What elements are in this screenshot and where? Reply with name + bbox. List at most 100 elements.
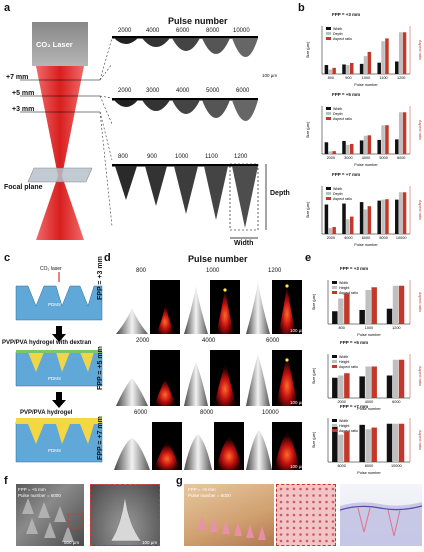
chart-e-2-xlabel: Pulse number: [357, 471, 381, 475]
g-dot: [292, 513, 296, 517]
g-dot: [325, 513, 328, 517]
g-dot: [331, 533, 335, 536]
chart-b-1-legend-label-1: Depth: [333, 112, 343, 116]
f-sem-overview: [16, 484, 84, 546]
g-dot: [292, 507, 296, 510]
d-pulse-0-1: 1000: [206, 268, 220, 274]
d-fpp-row2: FPP = +7 mm: [97, 416, 104, 460]
chart-b-2-legend-label-0: Width: [333, 187, 342, 191]
chart-b-2-bar-depth-2: [363, 209, 368, 234]
chart-e-0-bar-height-1: [365, 289, 371, 324]
chart-b-1-tick-1: 3000: [344, 156, 352, 160]
g-caption-1: FPP = +5 mm: [188, 487, 216, 492]
chart-b-0-legend-swatch-1: [326, 32, 331, 35]
g-dot: [312, 494, 315, 497]
pulse-top-2: 6000: [176, 28, 190, 34]
panel-c-svg: [15, 272, 103, 463]
chart-b-0-tick-2: 1000: [362, 76, 370, 80]
craters-row-plus7-svg: [112, 36, 258, 57]
g-dot: [279, 520, 283, 523]
pulse-top-0: 2000: [118, 28, 132, 34]
chart-b-2-bar-aspect-1: [349, 216, 354, 234]
g-dot: [299, 487, 302, 491]
chart-b-0-legend-label-0: Width: [333, 27, 342, 31]
chart-e-0-bar-aspect-0: [344, 293, 350, 324]
chart-b-0-bar-aspect-2: [367, 51, 372, 74]
height-label-7: +7 mm: [6, 74, 29, 81]
chart-b-0: FPP = +3 mm 800 900 1000 1100 1200 Width Depth…: [304, 12, 422, 88]
g-dot: [305, 539, 309, 543]
g-dot: [318, 487, 322, 491]
g-dot: [292, 526, 296, 530]
chart-e-2-title: FPP = +7 mm: [340, 404, 369, 409]
focal-plane-label: Focal plane: [4, 184, 43, 191]
chart-b-0-tick-3: 1100: [380, 76, 388, 80]
chart-e-0-bar-height-2: [392, 285, 399, 324]
craters-row-plus7: [112, 30, 258, 82]
chart-e-0-title: FPP = +3 mm: [340, 266, 369, 271]
g-dot: [305, 513, 309, 517]
chart-b-0-bar-depth-1: [346, 65, 350, 74]
pulse-mid-4: 6000: [236, 88, 250, 94]
chart-b-0-bar-depth-3: [381, 41, 385, 74]
g-dot: [279, 533, 283, 536]
chart-b-1-bar-width-1: [342, 140, 346, 154]
depth-width-annotation: [229, 163, 267, 239]
g-dot: [331, 513, 335, 517]
chart-e-1-bar-width-2: [386, 375, 393, 398]
pulse-bot-4: 1200: [234, 154, 248, 160]
chart-e-2-bar-height-0: [338, 434, 344, 462]
panel-label-e: e: [305, 252, 312, 264]
chart-b-2-bar-width-2: [359, 202, 364, 234]
g-dot: [312, 513, 315, 517]
chart-e-0-legend-label-1: Height: [339, 286, 349, 290]
chart-b-2-legend-swatch-2: [326, 197, 331, 200]
g-dot: [312, 539, 315, 543]
height-label-3: +3 mm: [12, 106, 35, 113]
chart-e-2-bar-width-1: [359, 424, 365, 462]
chart-b-1-ylabel-right: Aspect ratio: [418, 120, 422, 140]
g-dot: [286, 520, 289, 523]
chart-e-1-tick-2: 6000: [392, 400, 400, 404]
chart-e-0-ylabel-left: Size (µm): [312, 293, 316, 310]
d-row1-svg: [116, 350, 302, 406]
chart-b-2-bar-depth-0: [328, 228, 333, 234]
g-dot: [318, 539, 322, 543]
g-skin-surface: [276, 484, 336, 546]
chart-b-0-bar-width-4: [395, 61, 399, 74]
pulse-bot-2: 1000: [175, 154, 189, 160]
chart-e-0-legend-swatch-2: [332, 291, 337, 294]
panel-label-f: f: [4, 475, 8, 487]
chart-e-2-bar-aspect-2: [398, 423, 405, 462]
g-dot: [305, 533, 309, 536]
chart-e-1-legend-swatch-0: [332, 355, 337, 358]
chart-b-1-bar-width-3: [377, 139, 381, 154]
chart-e-0-legend-swatch-0: [332, 281, 337, 284]
chart-e-1-bar-aspect-1: [371, 366, 377, 398]
g-dot: [299, 507, 302, 510]
pulse-top-4: 10000: [233, 28, 250, 34]
chart-e-0-legend-label-0: Width: [339, 281, 348, 285]
c-co2-label: CO₂ laser: [40, 266, 62, 272]
chart-e-1-tick-0: 2000: [337, 400, 345, 404]
laser-beam-svg: [20, 37, 113, 240]
height-label-5: +5 mm: [12, 90, 35, 97]
g-dot: [312, 507, 315, 510]
chart-e-1-tick-1: 4000: [365, 400, 373, 404]
focal-plane-shape: [27, 167, 93, 183]
chart-e-2-tick-0: 6000: [337, 464, 345, 468]
g-dot: [331, 494, 335, 497]
chart-e-0-tick-0: 800: [338, 326, 344, 330]
craters-row-plus3-svg: [112, 164, 258, 228]
laser-label: CO₂ Laser: [36, 40, 73, 49]
g-dot: [292, 500, 296, 504]
chart-b-2-tick-4: 10000: [396, 236, 407, 240]
chart-e-0-bar-width-0: [332, 311, 338, 324]
pulse-mid-3: 5000: [206, 88, 220, 94]
d-fpp-row1: FPP = +5 mm: [97, 346, 104, 390]
g-patch-photo: [184, 484, 274, 546]
g-dot: [279, 500, 283, 504]
chart-e-0-legend-label-2: Aspect ratio: [339, 291, 358, 295]
d-pulse-2-0: 6000: [134, 410, 148, 416]
pulse-number-header-a: Pulse number: [168, 16, 228, 26]
